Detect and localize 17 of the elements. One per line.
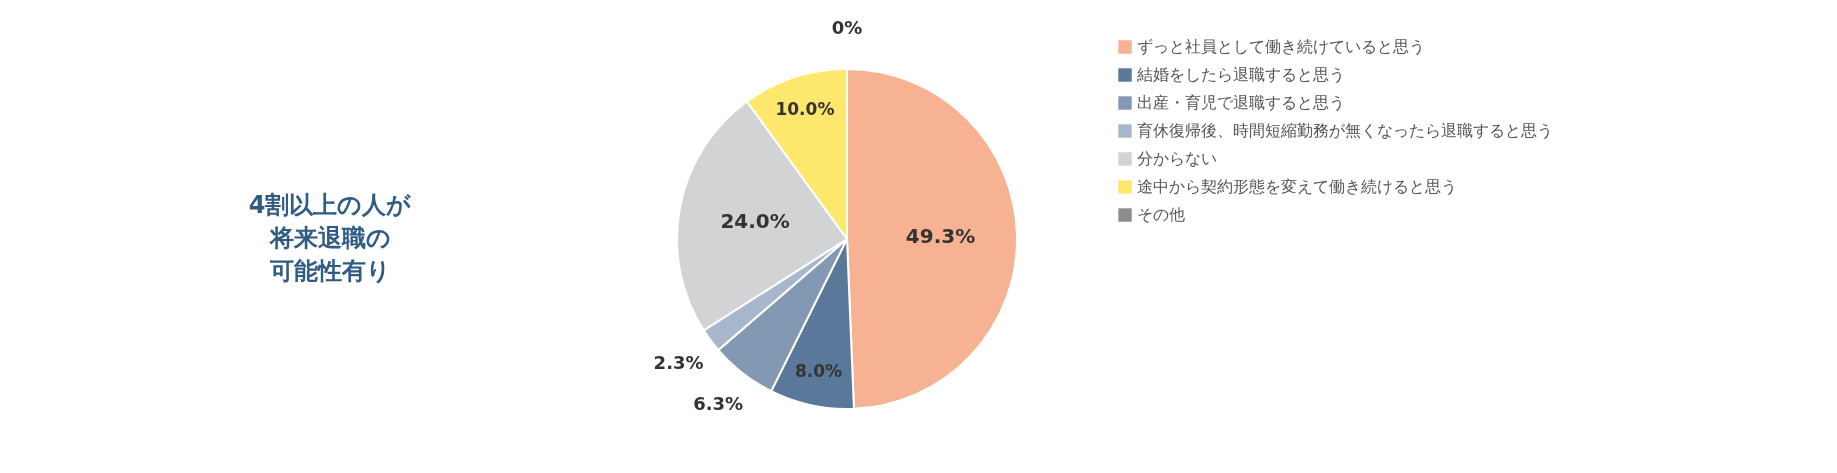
data-label: 24.0% [720, 208, 790, 233]
text: 4割以上の人が [248, 190, 412, 219]
text: 将来退職の [267, 224, 391, 252]
data-label: 8.0% [794, 360, 843, 381]
data-label: 49.3% [905, 224, 976, 249]
text: 可能性有り [268, 257, 391, 286]
legend-label: 出産・育児で退職すると思う [1137, 93, 1345, 112]
legend-label: その他 [1137, 205, 1185, 224]
legend-label: 分からない [1137, 149, 1217, 168]
legend-label: 結婚をしたら退職すると思う [1136, 65, 1345, 84]
legend-label: 途中から契約形態を変えて働き続けると思う [1137, 177, 1457, 196]
data-label: 10.0% [775, 98, 835, 119]
data-label: 2.3% [653, 352, 704, 374]
legend-label: 育休復帰後、時間短縮勤務が無くなったら退職すると思う [1137, 121, 1553, 140]
text: 0% [831, 17, 863, 38]
data-label: 6.3% [693, 392, 744, 414]
legend-label: ずっと社員として働き続けていると思う [1137, 37, 1425, 56]
